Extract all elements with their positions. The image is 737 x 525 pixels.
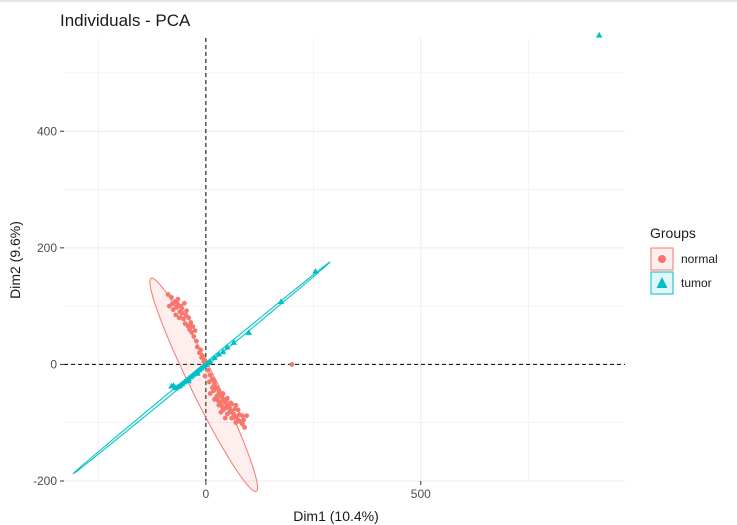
normal-point: [289, 362, 295, 367]
normal-point: [194, 344, 200, 350]
normal-point: [244, 413, 250, 419]
normal-point: [175, 296, 181, 302]
grid: [64, 38, 625, 482]
normal-point: [189, 329, 195, 335]
normal-point: [165, 292, 171, 297]
y-tick-label: -200: [33, 474, 57, 488]
normal-point: [194, 338, 199, 344]
normal-ellipse: [149, 277, 259, 493]
normal-point: [216, 391, 222, 396]
normal-point: [198, 347, 204, 353]
normal-point: [207, 372, 213, 378]
tumor-point: [245, 329, 253, 335]
axis-ticks: 0 500 -200 0 200 400: [33, 124, 431, 501]
tumor-point: [211, 354, 218, 360]
normal-point: [170, 307, 176, 313]
normal-point: [227, 409, 232, 415]
normal-point: [233, 420, 239, 426]
normal-point: [202, 373, 208, 379]
normal-point: [222, 415, 228, 421]
normal-point: [215, 398, 221, 403]
normal-point: [236, 412, 242, 417]
tumor-point: [185, 377, 192, 384]
normal-point: [169, 301, 175, 307]
normal-point: [179, 310, 185, 316]
y-tick-label: 200: [37, 241, 57, 255]
legend-label-normal: normal: [681, 252, 718, 266]
x-axis-label: Dim1 (10.4%): [293, 508, 379, 524]
tumor-point: [215, 350, 222, 357]
y-tick-label: 0: [50, 357, 57, 371]
y-axis-label: Dim2 (9.6%): [7, 221, 23, 299]
normal-point: [224, 398, 229, 403]
normal-point: [211, 388, 217, 394]
tumor-point: [219, 348, 227, 355]
legend: Groups normal tumor: [650, 225, 718, 295]
normal-point: [206, 379, 212, 385]
legend-label-tumor: tumor: [681, 276, 712, 290]
tumor-point: [230, 339, 238, 345]
tumor-point: [277, 298, 285, 305]
chart-title: Individuals - PCA: [60, 11, 191, 30]
normal-point: [169, 294, 174, 300]
confidence-ellipses: [72, 261, 331, 493]
normal-point: [231, 414, 237, 420]
normal-point: [191, 334, 197, 339]
tumor-point: [596, 31, 603, 38]
normal-point: [175, 301, 180, 307]
normal-point: [184, 308, 189, 314]
tumor-point: [224, 343, 231, 350]
normal-point: [176, 315, 182, 321]
normal-point: [218, 409, 224, 415]
normal-point: [207, 391, 213, 396]
normal-point: [242, 424, 247, 430]
normal-point: [240, 421, 245, 427]
legend-marker-normal: [658, 255, 666, 263]
normal-point: [179, 306, 185, 311]
normal-point: [181, 316, 186, 322]
normal-point: [183, 313, 189, 318]
top-border: [0, 0, 737, 2]
tumor-point: [168, 382, 175, 389]
normal-point: [202, 357, 207, 363]
normal-point: [187, 322, 193, 328]
x-tick-label: 500: [411, 487, 431, 501]
normal-point: [205, 367, 211, 373]
y-tick-label: 400: [37, 124, 57, 138]
normal-point: [181, 300, 187, 306]
normal-point: [219, 403, 225, 409]
normal-point: [200, 353, 205, 359]
normal-point: [220, 391, 226, 396]
tumor-point: [312, 267, 319, 274]
normal-point: [228, 400, 234, 406]
normal-point: [232, 406, 238, 412]
reference-lines: [64, 38, 625, 481]
data-points: [165, 31, 603, 430]
legend-title: Groups: [650, 225, 696, 241]
legend-marker-tumor: [656, 277, 668, 288]
normal-point: [212, 382, 217, 388]
tumor-point: [194, 369, 201, 376]
normal-point: [173, 312, 179, 318]
normal-point: [241, 417, 247, 423]
x-tick-label: 0: [203, 487, 210, 501]
